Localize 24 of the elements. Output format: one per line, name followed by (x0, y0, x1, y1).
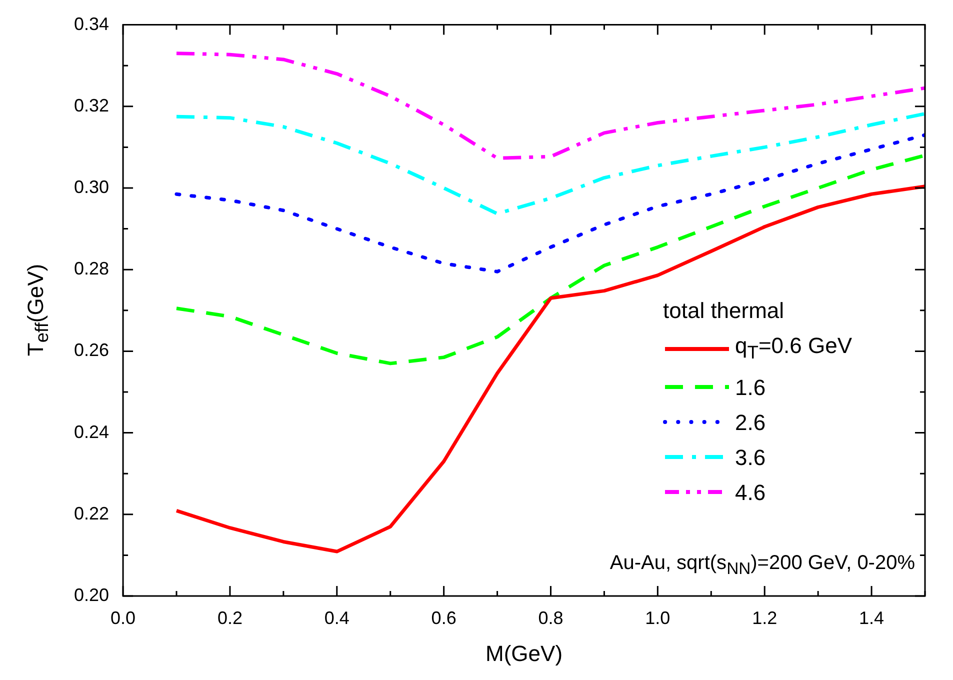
x-tick-label: 1.2 (752, 608, 778, 628)
y-tick-label: 0.24 (74, 422, 110, 442)
annotation: Au-Au, sqrt(s$_{NN}$)=200 GeV, 0-20% (610, 552, 915, 579)
legend-label: 1.6 (735, 374, 766, 402)
legend-label: 2.6 (735, 408, 766, 437)
y-tick-label: 0.30 (74, 176, 110, 197)
x-tick-label: 0.2 (217, 608, 242, 628)
y-tick-label: 0.26 (74, 340, 110, 360)
x-axis-title: M(GeV) (486, 640, 563, 666)
x-tick-label: 1.4 (859, 608, 884, 628)
legend-label: q$_{T}$=0.6 GeV (735, 332, 852, 365)
y-tick-label: 0.32 (74, 95, 110, 116)
y-tick-label: 0.34 (74, 14, 110, 34)
x-tick-label: 0.6 (431, 608, 456, 628)
legend-label: 3.6 (735, 444, 766, 472)
x-tick-label: 0.8 (538, 608, 564, 628)
legend-title: total thermal (663, 297, 786, 326)
x-tick-label: 1.0 (645, 608, 670, 628)
x-tick-label: 0.4 (324, 608, 350, 628)
y-tick-label: 0.28 (74, 258, 110, 279)
y-tick-label: 0.20 (74, 584, 110, 605)
legend-label: 4.6 (735, 478, 766, 507)
x-tick-label: 0.0 (110, 608, 136, 628)
y-tick-label: 0.22 (74, 503, 110, 524)
